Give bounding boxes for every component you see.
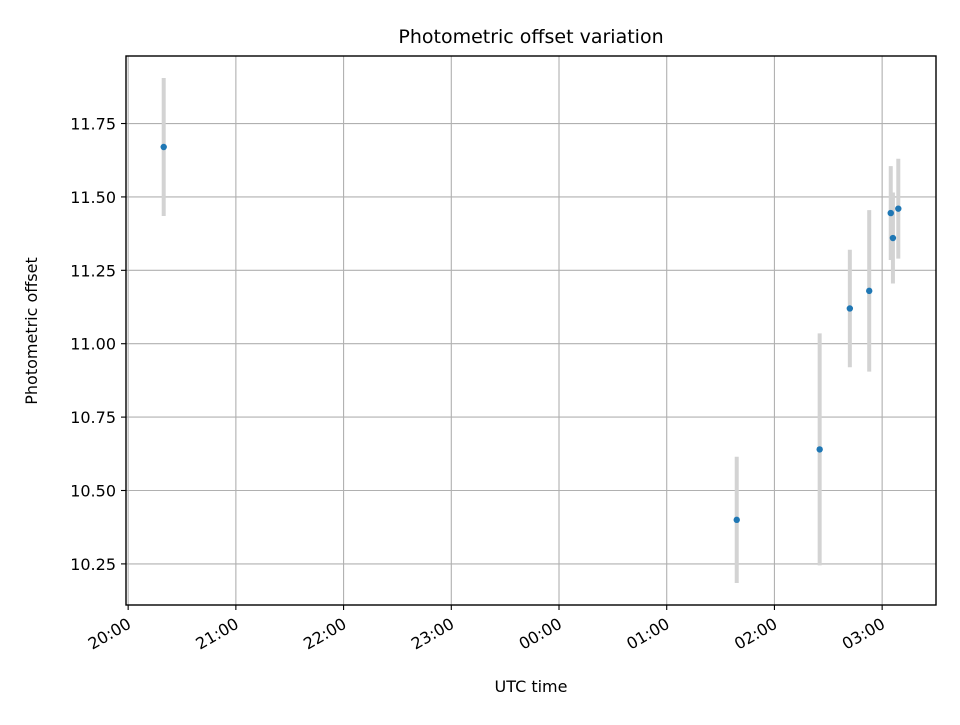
data-point — [733, 516, 740, 524]
data-point — [816, 446, 823, 453]
y-tick-label: 11.50 — [70, 188, 116, 207]
data-point — [846, 305, 854, 312]
data-point — [889, 234, 897, 242]
y-tick-label: 11.25 — [70, 261, 116, 280]
y-tick-label: 11.75 — [70, 115, 116, 134]
data-point — [160, 143, 167, 151]
data-point — [887, 209, 894, 217]
y-tick-label: 10.75 — [70, 408, 116, 427]
chart-title: Photometric offset variation — [398, 26, 663, 48]
data-point — [895, 205, 902, 212]
y-tick-label: 10.50 — [70, 482, 116, 501]
y-tick-label: 10.25 — [70, 555, 116, 574]
y-axis-label: Photometric offset — [22, 257, 41, 405]
x-axis-label: UTC time — [495, 677, 568, 696]
y-axis-ticks: 10.25 10.50 10.75 11.00 11.25 11.50 11.75 — [70, 115, 126, 574]
data-point — [866, 287, 873, 295]
y-tick-label: 11.00 — [70, 335, 116, 354]
plot-frame — [125, 55, 937, 606]
grid — [126, 56, 936, 605]
data-points — [160, 143, 902, 524]
